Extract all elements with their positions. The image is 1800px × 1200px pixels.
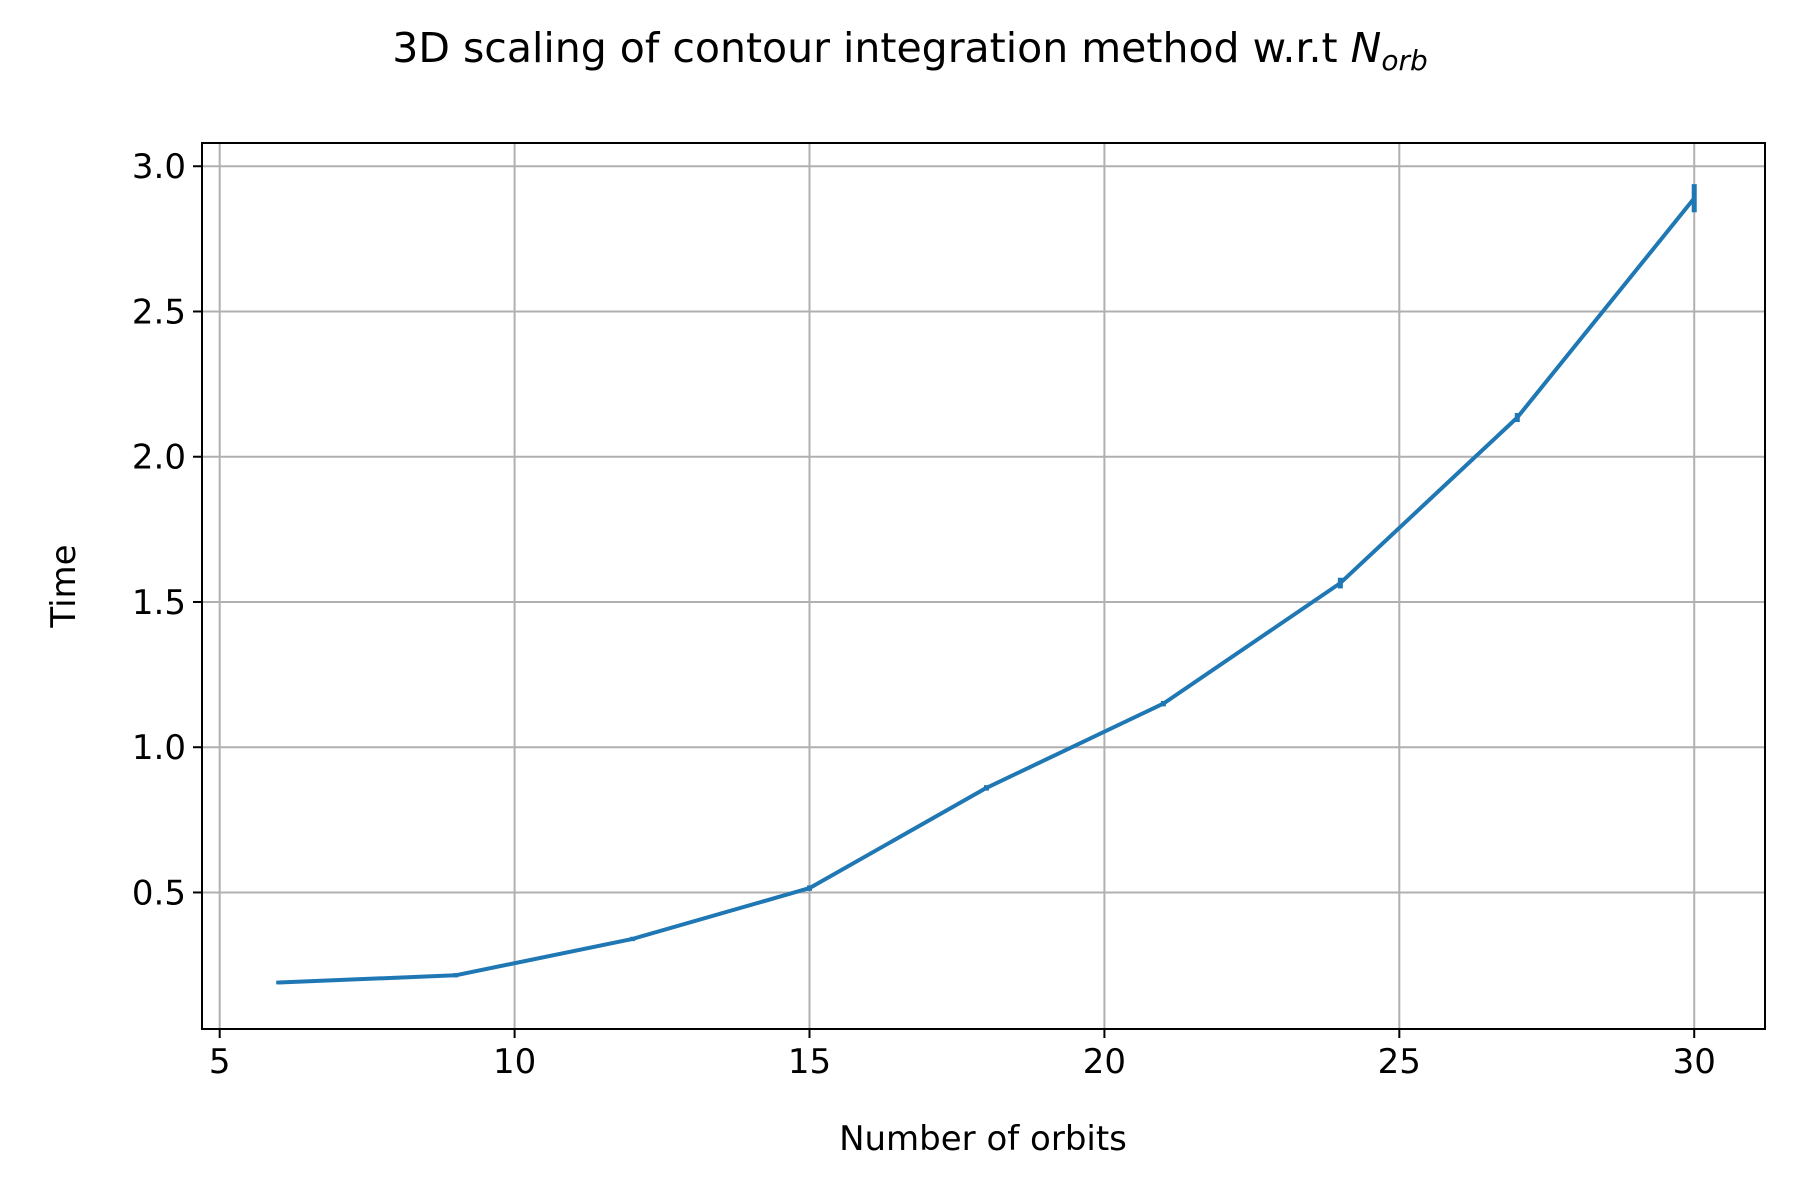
y-tick-label: 0.5 (132, 873, 186, 913)
x-tick-label: 25 (1378, 1042, 1421, 1082)
x-tick-label: 5 (209, 1042, 231, 1082)
y-axis: 0.5 1.0 1.5 2.0 2.5 3.0 (132, 147, 202, 913)
x-axis-label: Number of orbits (839, 1119, 1127, 1159)
x-tick-label: 15 (788, 1042, 831, 1082)
x-tick-label: 30 (1673, 1042, 1716, 1082)
y-tick-label: 3.0 (132, 147, 186, 187)
chart-title-math: N (1351, 24, 1382, 72)
y-tick-label: 2.5 (132, 292, 186, 332)
plot-frame (201, 142, 1766, 1030)
y-tick-label: 1.5 (132, 583, 186, 623)
plot-area (202, 143, 1765, 1029)
x-axis: 5 10 15 20 25 30 (209, 1029, 1716, 1082)
y-axis-label: Time (44, 544, 84, 628)
x-tick-label: 10 (493, 1042, 536, 1082)
y-tick-label: 1.0 (132, 728, 186, 768)
x-tick-label: 20 (1083, 1042, 1126, 1082)
series-layer (276, 184, 1697, 985)
chart-title-main: 3D scaling of contour integration method… (392, 24, 1350, 72)
chart-title-subscript: orb (1381, 44, 1427, 77)
grid (202, 143, 1765, 1029)
chart-title: 3D scaling of contour integration method… (392, 24, 1428, 77)
y-tick-label: 2.0 (132, 438, 186, 478)
